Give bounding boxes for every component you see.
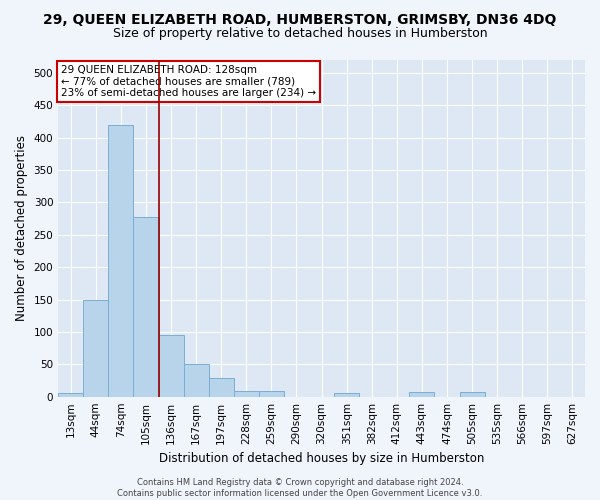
Bar <box>133 216 158 396</box>
Bar <box>158 335 184 396</box>
Bar <box>409 392 434 396</box>
Text: 29 QUEEN ELIZABETH ROAD: 128sqm
← 77% of detached houses are smaller (789)
23% o: 29 QUEEN ELIZABETH ROAD: 128sqm ← 77% of… <box>61 65 316 98</box>
Bar <box>234 391 259 396</box>
Bar <box>83 300 109 396</box>
Bar <box>460 392 485 396</box>
Y-axis label: Number of detached properties: Number of detached properties <box>15 136 28 322</box>
Bar <box>109 124 133 396</box>
Text: Size of property relative to detached houses in Humberston: Size of property relative to detached ho… <box>113 28 487 40</box>
Bar <box>259 391 284 396</box>
X-axis label: Distribution of detached houses by size in Humberston: Distribution of detached houses by size … <box>159 452 484 465</box>
Bar <box>209 378 234 396</box>
Bar <box>58 394 83 396</box>
Bar <box>184 364 209 396</box>
Text: Contains HM Land Registry data © Crown copyright and database right 2024.
Contai: Contains HM Land Registry data © Crown c… <box>118 478 482 498</box>
Text: 29, QUEEN ELIZABETH ROAD, HUMBERSTON, GRIMSBY, DN36 4DQ: 29, QUEEN ELIZABETH ROAD, HUMBERSTON, GR… <box>43 12 557 26</box>
Bar <box>334 394 359 396</box>
